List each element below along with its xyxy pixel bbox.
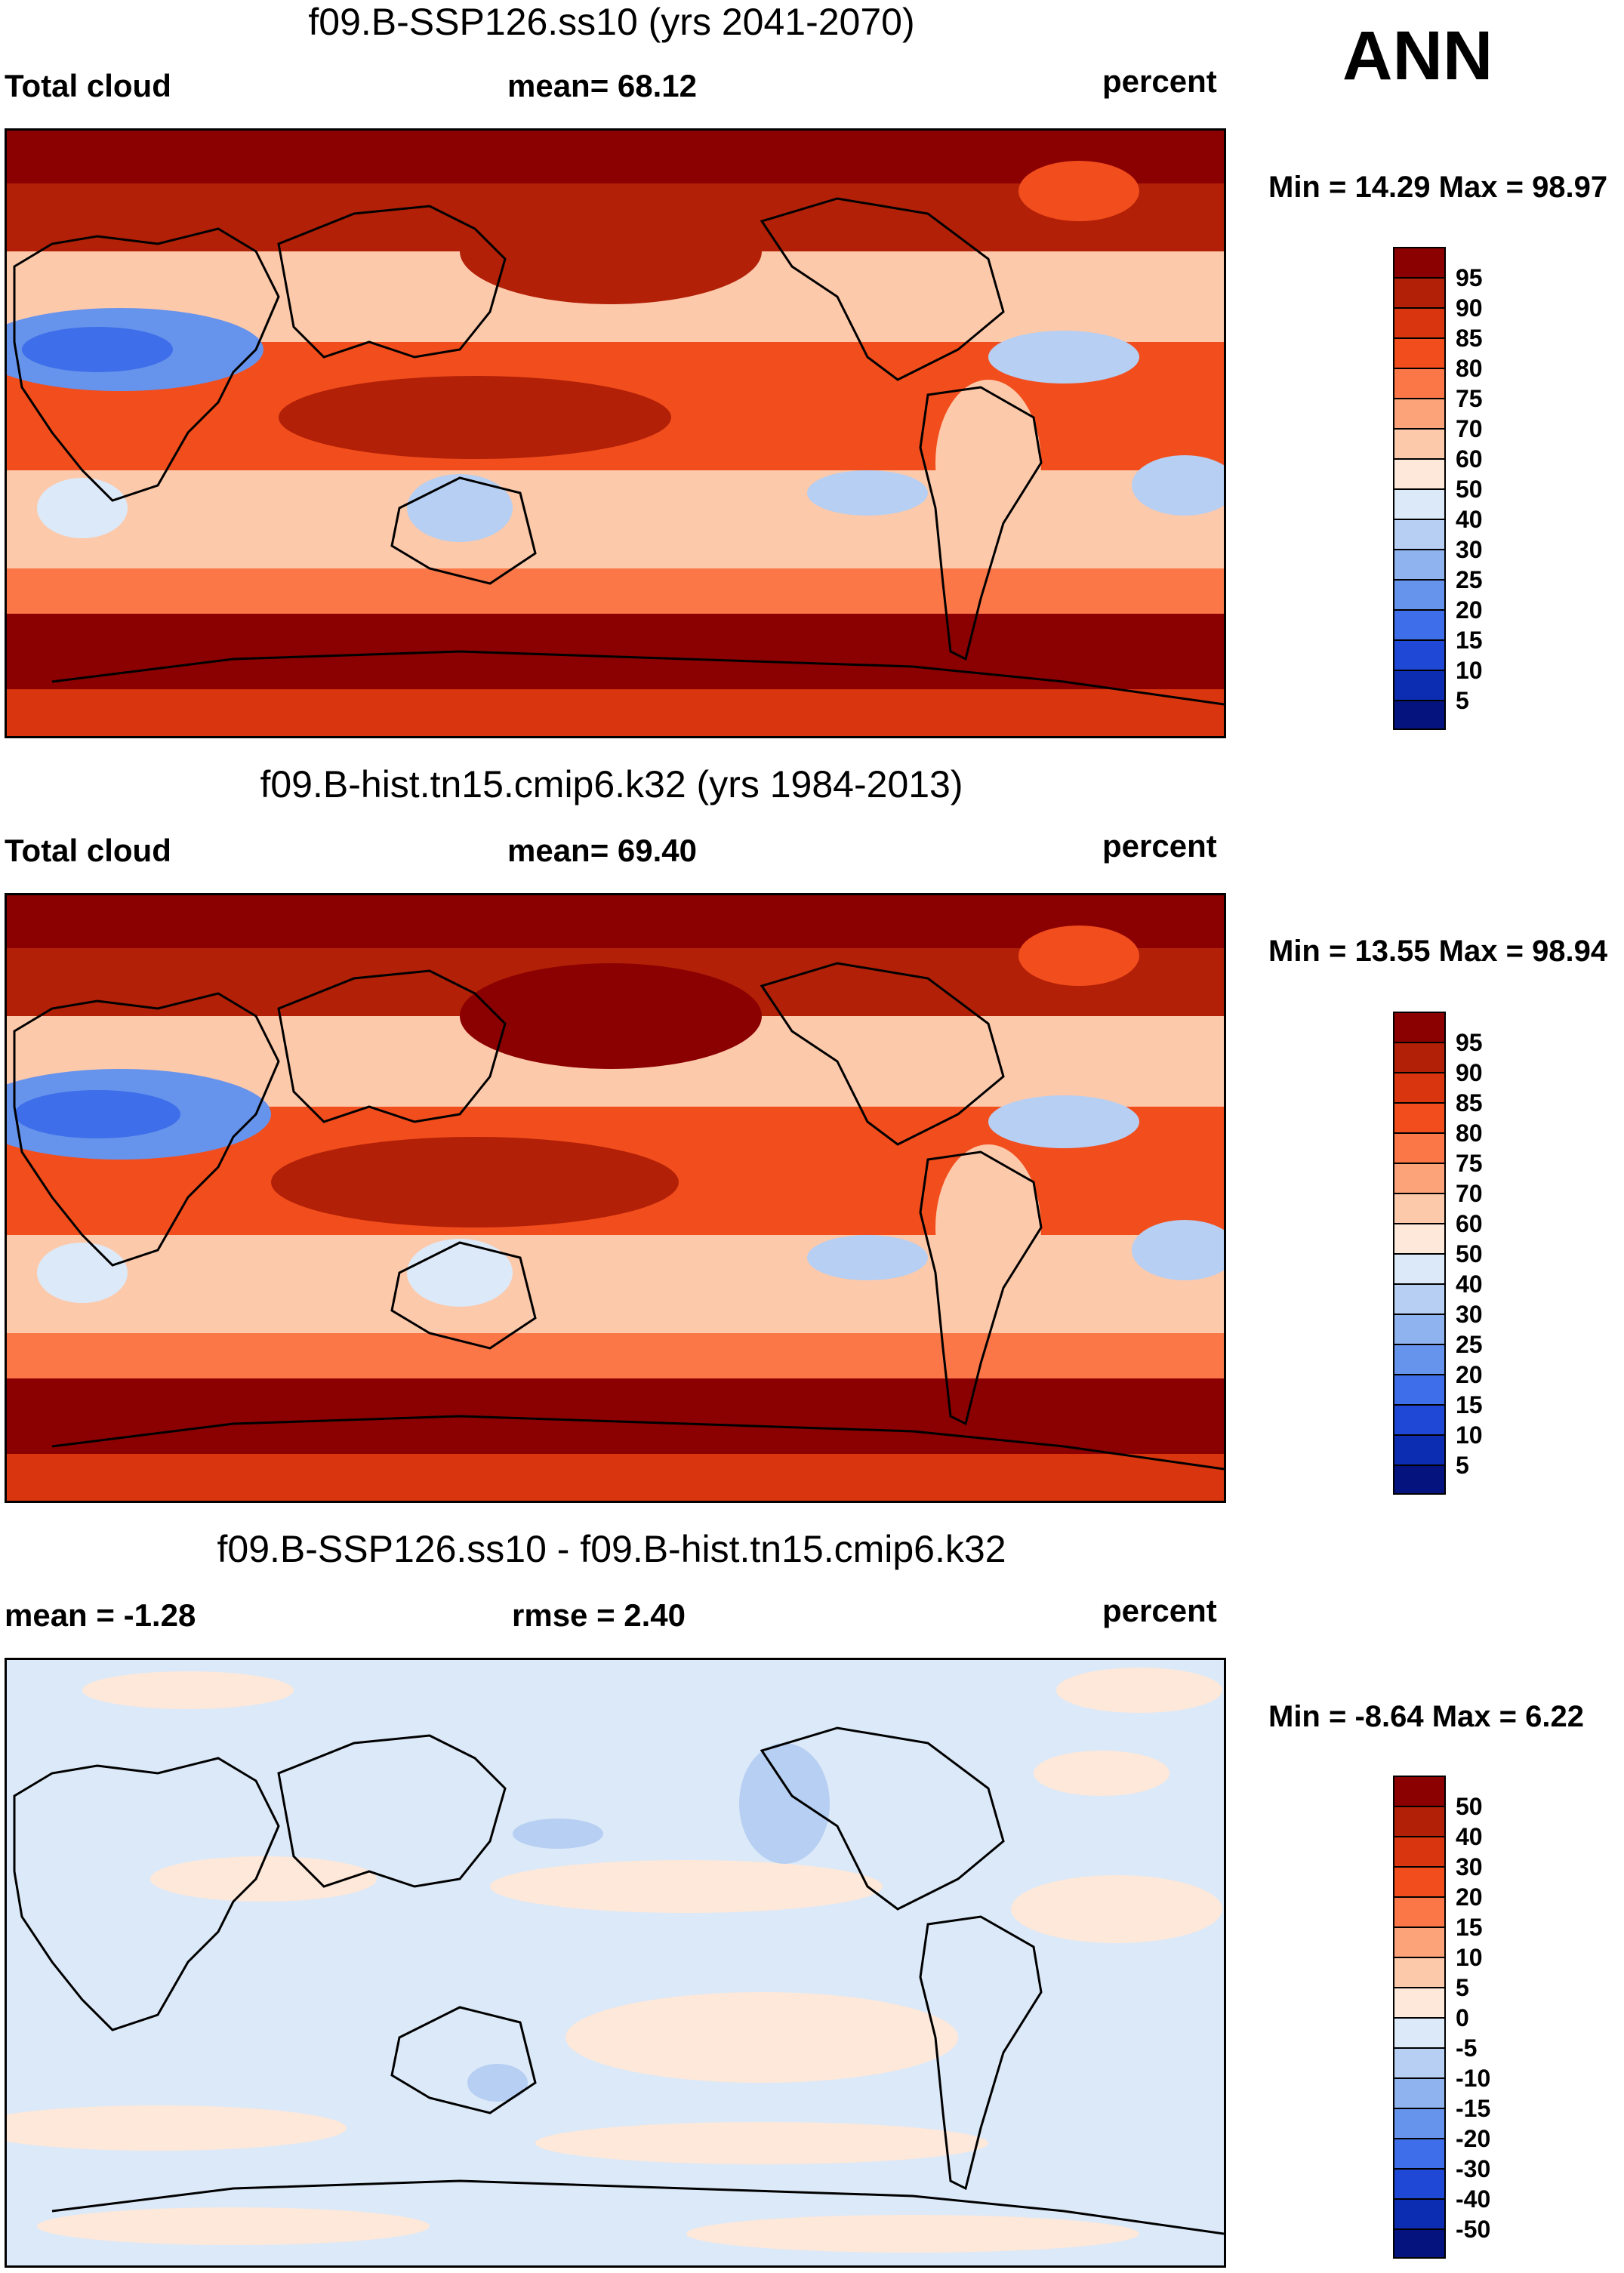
panel1-colorbar-tick: 15: [1456, 627, 1483, 654]
panel3-colorbar-tick: 20: [1456, 1883, 1483, 1911]
panel1-map: [5, 128, 1226, 738]
panel1-colorbar-tick: 95: [1456, 264, 1483, 291]
panel1-colorbar-tick: 30: [1456, 536, 1483, 563]
panel2-map: [5, 893, 1226, 1503]
panel3-colorbar-tick: 50: [1456, 1793, 1483, 1820]
panel2-colorbar-tick: 95: [1456, 1029, 1483, 1056]
panel2-colorbar-tick: 5: [1456, 1452, 1469, 1479]
panel1-colorbar-tick: 40: [1456, 506, 1483, 533]
panel1-colorbar-tick: 20: [1456, 596, 1483, 624]
panel3-colorbar-tick: 40: [1456, 1823, 1483, 1850]
panel1-minmax-label: Min = 14.29 Max = 98.97: [1268, 171, 1608, 204]
panel2-cloud-field: [7, 895, 1224, 1501]
panel1-units-label: percent: [1102, 63, 1217, 99]
panel1-colorbar-tick: 10: [1456, 657, 1483, 684]
panel3-minmax-label: Min = -8.64 Max = 6.22: [1268, 1700, 1584, 1733]
panel1-cloud-field: [7, 131, 1224, 736]
panel2-variable-label: Total cloud: [5, 833, 171, 868]
panel1-colorbar-tick: 85: [1456, 325, 1483, 352]
panel3-difference-field: [7, 1660, 1224, 2265]
panel2-colorbar-tick: 60: [1456, 1210, 1483, 1237]
panel3-units-label: percent: [1102, 1593, 1217, 1628]
panel1-colorbar-tick: 70: [1456, 415, 1483, 442]
panel2-colorbar-tick: 80: [1456, 1120, 1483, 1147]
panel1-colorbar-tick: 90: [1456, 294, 1483, 322]
panel2-colorbar-tick: 90: [1456, 1059, 1483, 1086]
season-label: ANN: [1342, 17, 1493, 94]
panel2-colorbar-tick: 70: [1456, 1180, 1483, 1207]
panel1-mean-label: mean= 68.12: [507, 68, 698, 103]
panel1-colorbar-tick: 60: [1456, 445, 1483, 473]
panel2-colorbar-tick: 40: [1456, 1270, 1483, 1298]
panel1-colorbar-tick: 80: [1456, 355, 1483, 382]
panel3-colorbar-tick: 30: [1456, 1853, 1483, 1880]
panel2-mean-label: mean= 69.40: [507, 833, 698, 868]
panel2-units-label: percent: [1102, 828, 1217, 864]
panel1-colorbar-tick: 75: [1456, 385, 1483, 412]
panel3-map: [5, 1658, 1226, 2268]
panel3-colorbar-tick: -10: [1456, 2065, 1491, 2092]
panel1-title: f09.B-SSP126.ss10 (yrs 2041-2070): [308, 1, 915, 43]
panel3-colorbar-tick: 5: [1456, 1974, 1469, 2001]
panel3-title: f09.B-SSP126.ss10 - f09.B-hist.tn15.cmip…: [217, 1528, 1006, 1570]
panel2-colorbar: [1393, 1012, 1446, 1495]
panel2-colorbar-tick: 30: [1456, 1301, 1483, 1328]
panel3-colorbar-tick: -5: [1456, 2034, 1478, 2062]
panel2-minmax-label: Min = 13.55 Max = 98.94: [1268, 935, 1608, 968]
panel2-colorbar-tick: 20: [1456, 1361, 1483, 1388]
panel3-colorbar-tick: 0: [1456, 2004, 1469, 2031]
panel3-rmse-label: rmse = 2.40: [512, 1597, 686, 1633]
panel3-colorbar-tick: -40: [1456, 2185, 1491, 2213]
panel1-colorbar-tick: 5: [1456, 687, 1469, 714]
panel1-colorbar-tick: 50: [1456, 476, 1483, 503]
panel1-colorbar-tick: 25: [1456, 566, 1483, 593]
panel2-colorbar-tick: 75: [1456, 1150, 1483, 1177]
panel3-colorbar-tick: -50: [1456, 2216, 1491, 2243]
panel2-colorbar-tick: 25: [1456, 1331, 1483, 1358]
panel2-colorbar-tick: 10: [1456, 1421, 1483, 1449]
panel2-title: f09.B-hist.tn15.cmip6.k32 (yrs 1984-2013…: [260, 763, 963, 805]
panel2-colorbar-tick: 85: [1456, 1089, 1483, 1116]
panel3-colorbar-tick: -30: [1456, 2155, 1491, 2182]
panel3-colorbar: [1393, 1776, 1446, 2259]
panel3-colorbar-tick: 10: [1456, 1944, 1483, 1971]
panel3-colorbar-tick: -20: [1456, 2125, 1491, 2152]
panel1-colorbar: [1393, 247, 1446, 730]
panel3-colorbar-tick: -15: [1456, 2095, 1491, 2122]
panel1-variable-label: Total cloud: [5, 68, 171, 103]
panel3-mean-label: mean = -1.28: [5, 1597, 196, 1633]
panel2-colorbar-tick: 50: [1456, 1240, 1483, 1267]
panel3-colorbar-tick: 15: [1456, 1914, 1483, 1941]
panel2-colorbar-tick: 15: [1456, 1391, 1483, 1418]
